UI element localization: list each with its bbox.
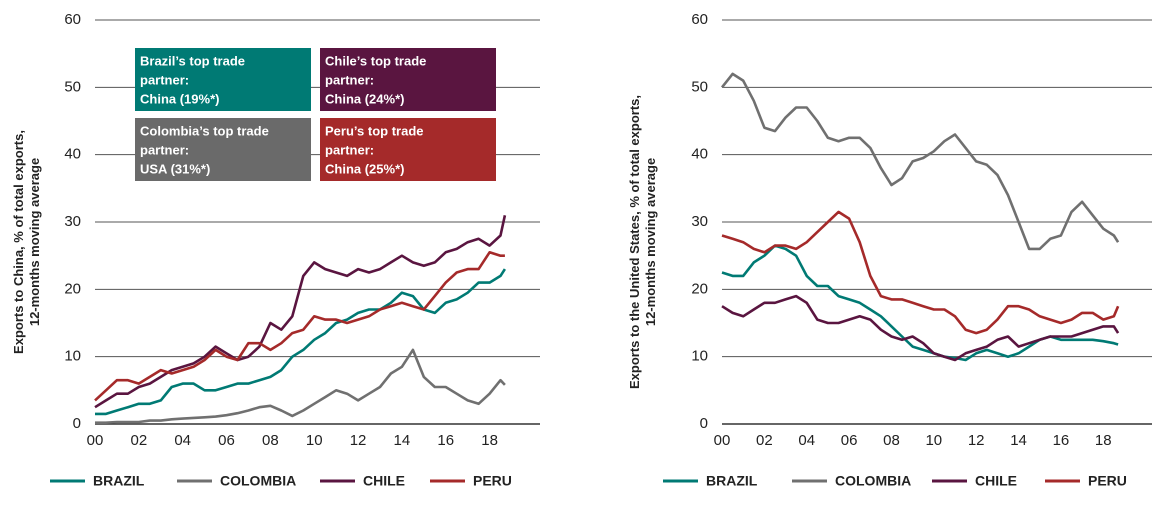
- legend-label: BRAZIL: [706, 473, 758, 489]
- annotation-text: Chile’s top trade: [325, 53, 426, 68]
- annotation-text: Colombia’s top trade: [140, 123, 269, 138]
- x-tick-label: 14: [1010, 432, 1027, 449]
- y-axis-label-line: Exports to the United States, % of total…: [627, 95, 642, 389]
- annotation-text: Peru’s top trade: [325, 123, 423, 138]
- y-axis-label-line: 12-months moving average: [27, 158, 42, 326]
- series-line: [721, 294, 1120, 362]
- x-tick-label: 18: [481, 432, 498, 449]
- y-tick-label: 10: [691, 348, 708, 365]
- x-tick-label: 04: [798, 432, 815, 449]
- x-tick-label: 14: [394, 432, 411, 449]
- y-tick-label: 40: [691, 146, 708, 163]
- legend-label: BRAZIL: [93, 473, 145, 489]
- legend-label: CHILE: [363, 473, 405, 489]
- y-tick-label: 60: [691, 11, 708, 28]
- y-tick-label: 0: [73, 415, 81, 432]
- annotation-text: partner:: [140, 72, 189, 87]
- x-tick-label: 16: [437, 432, 454, 449]
- series-line: [721, 244, 1119, 362]
- x-tick-label: 12: [968, 432, 985, 449]
- annotation-text: partner:: [140, 142, 189, 157]
- annotation-box: [135, 48, 311, 111]
- legend-label: CHILE: [975, 473, 1017, 489]
- y-tick-label: 30: [691, 213, 708, 230]
- legend-label: COLOMBIA: [835, 473, 911, 489]
- y-axis-label: Exports to China, % of total exports,12-…: [11, 130, 42, 354]
- y-tick-label: 30: [64, 213, 81, 230]
- x-tick-label: 02: [130, 432, 147, 449]
- x-tick-label: 10: [306, 432, 323, 449]
- legend-label: PERU: [1088, 473, 1127, 489]
- y-tick-label: 10: [64, 348, 81, 365]
- x-tick-label: 12: [350, 432, 367, 449]
- y-tick-label: 20: [64, 280, 81, 297]
- x-tick-label: 04: [174, 432, 191, 449]
- x-tick-label: 08: [262, 432, 279, 449]
- annotation-box: [320, 48, 496, 111]
- annotation-text: China (25%*): [325, 161, 404, 176]
- annotation-text: China (19%*): [140, 91, 219, 106]
- annotation-text: partner:: [325, 72, 374, 87]
- x-tick-label: 16: [1053, 432, 1070, 449]
- y-tick-label: 40: [64, 146, 81, 163]
- series-line: [720, 72, 1120, 251]
- y-tick-label: 50: [64, 78, 81, 95]
- x-tick-label: 06: [841, 432, 858, 449]
- legend-label: COLOMBIA: [220, 473, 296, 489]
- y-axis-label-line: 12-months moving average: [643, 158, 658, 326]
- y-tick-label: 0: [700, 415, 708, 432]
- x-tick-label: 10: [925, 432, 942, 449]
- y-tick-label: 60: [64, 11, 81, 28]
- series-line: [95, 348, 506, 424]
- annotation-box: [320, 118, 496, 181]
- x-tick-label: 06: [218, 432, 235, 449]
- series-line: [94, 215, 507, 409]
- annotation-text: USA (31%*): [140, 161, 210, 176]
- x-tick-label: 00: [714, 432, 731, 449]
- series-line: [95, 268, 506, 416]
- series-line: [721, 210, 1120, 335]
- legend-label: PERU: [473, 473, 512, 489]
- y-axis-label: Exports to the United States, % of total…: [627, 95, 658, 389]
- annotation-text: partner:: [325, 142, 374, 157]
- annotation-text: Brazil’s top trade: [140, 53, 245, 68]
- x-tick-label: 00: [87, 432, 104, 449]
- annotation-box: [135, 118, 311, 181]
- y-tick-label: 50: [691, 78, 708, 95]
- y-tick-label: 20: [691, 280, 708, 297]
- x-tick-label: 02: [756, 432, 773, 449]
- x-tick-label: 18: [1095, 432, 1112, 449]
- x-tick-label: 08: [883, 432, 900, 449]
- annotation-text: China (24%*): [325, 91, 404, 106]
- series-line: [94, 251, 505, 402]
- y-axis-label-line: Exports to China, % of total exports,: [11, 130, 26, 354]
